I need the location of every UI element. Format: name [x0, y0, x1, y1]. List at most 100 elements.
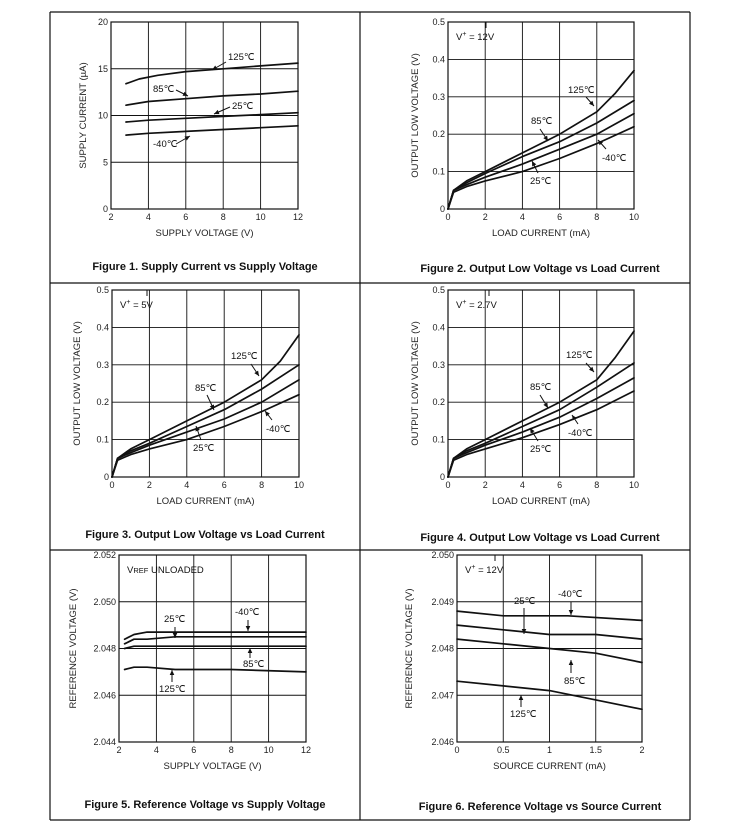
y-tick-label: 0.3 — [432, 92, 445, 102]
chart-4: 0 2 4 6 8 10 0 0.1 0.2 0.3 0.4 0.5 LOAD CURRENT (mA)… — [410, 285, 660, 544]
y-tick-label: 0 — [440, 204, 445, 214]
chart-2: 0 2 4 6 8 10 0 0.1 0.2 0.3 0.4 0.5 LOAD CURRENT (mA)… — [410, 17, 660, 275]
figure-caption: Figure 4. Output Low Voltage vs Load Cur… — [420, 532, 660, 544]
series-line-3 — [447, 112, 635, 210]
y-tick-label: 0.4 — [432, 54, 445, 64]
series-label: -40℃ — [558, 589, 583, 600]
x-tick-label: 0 — [109, 480, 114, 490]
y-tick-label: 0.1 — [96, 435, 109, 445]
x-tick-label: 10 — [629, 212, 639, 222]
plot-frame — [110, 21, 299, 210]
x-tick-label: 2 — [639, 745, 644, 755]
figure-caption: Figure 5. Reference Voltage vs Supply Vo… — [84, 799, 325, 811]
series-label: 25℃ — [232, 101, 254, 112]
x-tick-label: 2 — [483, 212, 488, 222]
arrow-head — [182, 91, 188, 96]
arrow-head — [172, 633, 178, 638]
y-tick-label: 0.1 — [432, 435, 445, 445]
x-tick-label: 4 — [154, 745, 159, 755]
y-tick-label: 5 — [103, 157, 108, 167]
series-label: -40℃ — [153, 139, 178, 150]
x-tick-label: 8 — [221, 212, 226, 222]
series-line-1 — [123, 631, 307, 641]
x-tick-label: 1.5 — [589, 745, 602, 755]
arrow-head — [247, 648, 253, 653]
y-tick-label: 0 — [103, 204, 108, 214]
series-label: 125℃ — [159, 684, 186, 695]
y-tick-label: 0.4 — [432, 322, 445, 332]
x-tick-label: 6 — [191, 745, 196, 755]
arrow-head — [532, 161, 537, 167]
x-tick-label: 4 — [520, 480, 525, 490]
x-tick-label: 6 — [183, 212, 188, 222]
y-tick-label: 2.049 — [431, 597, 454, 607]
x-tick-label: 4 — [520, 212, 525, 222]
y-tick-label: 0.2 — [96, 397, 109, 407]
series-label: 125℃ — [510, 709, 537, 720]
arrow-head — [568, 610, 574, 615]
condition-label: V+ = 12V — [456, 31, 495, 43]
series-line-2 — [123, 635, 307, 645]
arrow-head — [254, 370, 259, 376]
y-tick-label: 2.044 — [93, 737, 116, 747]
plot-frame — [447, 21, 635, 210]
figure-caption: Figure 1. Supply Current vs Supply Volta… — [92, 261, 317, 273]
y-tick-label: 0.5 — [432, 17, 445, 27]
plot-frame — [111, 289, 300, 478]
x-axis-title: SUPPLY VOLTAGE (V) — [163, 761, 261, 772]
x-axis-title: SUPPLY VOLTAGE (V) — [155, 228, 253, 239]
arrow-head — [589, 100, 594, 106]
x-tick-label: 0 — [454, 745, 459, 755]
y-tick-label: 0 — [104, 472, 109, 482]
series-line-4 — [447, 390, 635, 478]
y-axis-title: OUTPUT LOW VOLTAGE (V) — [72, 321, 83, 446]
series-line-1 — [125, 62, 299, 85]
x-tick-label: 12 — [293, 212, 303, 222]
series-line-3 — [123, 645, 307, 650]
x-axis-title: LOAD CURRENT (mA) — [492, 228, 590, 239]
figure-caption: Figure 2. Output Low Voltage vs Load Cur… — [420, 263, 660, 275]
series-label: 25℃ — [193, 443, 215, 454]
series-line-3 — [456, 638, 643, 664]
x-tick-label: 2 — [108, 212, 113, 222]
x-tick-label: 0.5 — [497, 745, 510, 755]
series-line-3 — [125, 111, 299, 123]
arrow-head — [195, 426, 200, 432]
arrow-head — [543, 402, 548, 408]
y-axis-title: SUPPLY CURRENT (µA) — [78, 62, 89, 168]
arrow-head — [214, 109, 220, 115]
series-line-2 — [456, 624, 643, 640]
arrow-head — [169, 670, 175, 675]
arrow-head — [184, 136, 190, 141]
y-tick-label: 2.047 — [431, 690, 454, 700]
y-tick-label: 2.052 — [93, 550, 116, 560]
series-line-1 — [456, 610, 643, 622]
y-tick-label: 0.5 — [432, 285, 445, 295]
y-tick-label: 2.050 — [431, 550, 454, 560]
chart-3: 0 2 4 6 8 10 0 0.1 0.2 0.3 0.4 0.5 LOAD CURRENT (mA)… — [72, 285, 325, 541]
x-axis-title: SOURCE CURRENT (mA) — [493, 761, 606, 772]
y-tick-label: 0.3 — [96, 360, 109, 370]
series-line-4 — [125, 124, 299, 136]
arrow-head — [543, 135, 548, 141]
series-label: 125℃ — [228, 52, 255, 63]
arrow-head — [572, 415, 577, 421]
arrow-head — [530, 428, 535, 434]
series-label: 85℃ — [564, 676, 586, 687]
series-label: -40℃ — [602, 153, 627, 164]
arrow-head — [589, 366, 594, 372]
arrow-head — [212, 65, 218, 70]
series-line-4 — [447, 125, 635, 210]
y-tick-label: 15 — [98, 64, 108, 74]
figure-caption: Figure 6. Reference Voltage vs Source Cu… — [419, 801, 662, 813]
condition-label: V+ = 2.7V — [456, 299, 497, 311]
figure-caption: Figure 3. Output Low Voltage vs Load Cur… — [85, 529, 325, 541]
x-tick-label: 8 — [594, 212, 599, 222]
series-label: 85℃ — [243, 659, 265, 670]
series-label: 85℃ — [530, 382, 552, 393]
series-label: -40℃ — [568, 428, 593, 439]
x-tick-label: 2 — [483, 480, 488, 490]
series-label: -40℃ — [235, 607, 260, 618]
arrow-head — [568, 660, 574, 665]
